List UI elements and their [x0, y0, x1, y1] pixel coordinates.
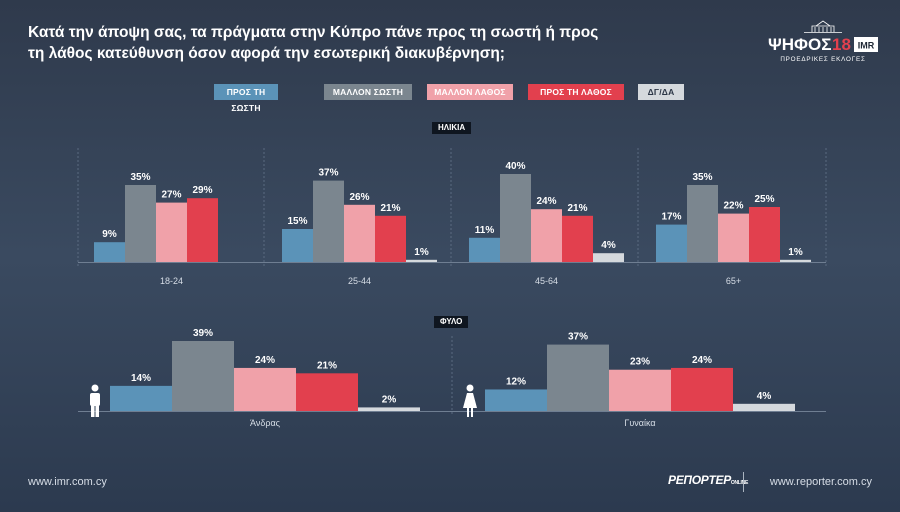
- psifos18-logo: ΨΗΦΟΣ 18 IMR ΠΡΟΕΔΡΙΚΕΣ ΕΚΛΟΓΕΣ: [768, 20, 878, 63]
- data-label: 35%: [130, 172, 150, 183]
- data-label: 2%: [382, 394, 397, 405]
- bar: [562, 215, 593, 262]
- legend-item-mallon-sosti: ΜΑΛΛΟΝ ΣΩΣΤΗ: [324, 84, 412, 100]
- bar: [593, 253, 624, 262]
- data-label: 27%: [161, 190, 181, 201]
- category-label: Γυναίκα: [624, 418, 655, 428]
- footer-imr-url[interactable]: www.imr.com.cy: [28, 476, 107, 488]
- male-icon: [90, 384, 100, 417]
- female-icon: [463, 384, 477, 417]
- chart-title: Κατά την άποψη σας, τα πράγματα στην Κύπ…: [28, 22, 628, 64]
- bar: [500, 174, 531, 262]
- data-label: 35%: [692, 172, 712, 183]
- data-label: 37%: [568, 332, 588, 343]
- bar: [358, 407, 420, 411]
- title-line-2: τη λάθος κατεύθυνση όσον αφορά την εσωτε…: [28, 45, 505, 62]
- bar: [234, 367, 296, 411]
- logo-subtitle: ΠΡΟΕΔΡΙΚΕΣ ΕΚΛΟΓΕΣ: [780, 56, 865, 63]
- legend-item-mallon-lathos: ΜΑΛΛΟΝ ΛΑΘΟΣ: [427, 84, 513, 100]
- data-label: 39%: [193, 328, 213, 339]
- bar: [718, 213, 749, 262]
- bar: [313, 180, 344, 262]
- title-line-1: Κατά την άποψη σας, τα πράγματα στην Κύπ…: [28, 24, 599, 41]
- category-label: 25-44: [348, 276, 371, 286]
- bar: [375, 215, 406, 262]
- bar: [609, 369, 671, 411]
- category-label: Άνδρας: [250, 418, 281, 428]
- bar: [485, 389, 547, 411]
- data-label: 25%: [754, 194, 774, 205]
- data-label: 11%: [475, 225, 495, 236]
- logo-year: 18: [832, 35, 851, 54]
- data-label: 14%: [131, 373, 151, 384]
- logo-badge: IMR: [858, 41, 875, 51]
- bar: [172, 341, 234, 411]
- data-label: 21%: [567, 203, 587, 214]
- legend-item-dg-da: ΔΓ/ΔΑ: [638, 84, 684, 100]
- data-label: 21%: [317, 360, 337, 371]
- data-label: 1%: [788, 247, 803, 258]
- bar: [94, 242, 125, 262]
- data-label: 4%: [757, 391, 772, 402]
- data-label: 24%: [692, 355, 712, 366]
- bar: [156, 202, 187, 262]
- bar: [749, 207, 780, 262]
- bar: [282, 229, 313, 262]
- bar: [671, 367, 733, 411]
- bar: [547, 344, 609, 411]
- data-label: 21%: [380, 203, 400, 214]
- bar: [187, 198, 218, 262]
- bar: [406, 259, 437, 262]
- section-label-gender: ΦΥΛΟ: [434, 316, 469, 328]
- bar: [656, 224, 687, 262]
- category-label: 45-64: [535, 276, 558, 286]
- bar: [531, 209, 562, 262]
- data-label: 23%: [630, 357, 650, 368]
- bar: [296, 373, 358, 411]
- bar: [733, 403, 795, 411]
- data-label: 15%: [287, 216, 307, 227]
- bar: [125, 185, 156, 262]
- reporter-logo: ΡΕΠΟΡΤΕΡONLINE: [668, 473, 748, 487]
- parliament-icon: [804, 20, 842, 33]
- reporter-logo-text: ΡΕΠΟΡΤΕΡ: [668, 473, 731, 487]
- data-label: 40%: [505, 161, 525, 172]
- category-label: 65+: [726, 276, 741, 286]
- category-label: 18-24: [160, 276, 183, 286]
- data-label: 1%: [414, 247, 429, 258]
- bar: [110, 385, 172, 411]
- footer-divider: [743, 472, 744, 492]
- data-label: 24%: [536, 196, 556, 207]
- bar: [687, 185, 718, 262]
- data-label: 22%: [723, 201, 743, 212]
- data-label: 24%: [255, 355, 275, 366]
- legend-item-pros-ti-lathos: ΠΡΟΣ ΤΗ ΛΑΘΟΣ: [528, 84, 624, 100]
- data-label: 9%: [102, 229, 117, 240]
- data-label: 17%: [661, 212, 681, 223]
- legend-item-pros-ti-sosti: ΠΡΟΣ ΤΗ ΣΩΣΤΗ: [214, 84, 278, 113]
- bar: [344, 204, 375, 262]
- data-label: 26%: [349, 192, 369, 203]
- data-label: 12%: [506, 376, 526, 387]
- bar: [469, 237, 500, 262]
- data-label: 4%: [601, 240, 616, 251]
- bar: [780, 259, 811, 262]
- reporter-logo-suffix: ONLINE: [730, 480, 748, 486]
- footer-reporter-url[interactable]: www.reporter.com.cy: [769, 476, 872, 488]
- data-label: 37%: [318, 168, 338, 179]
- data-label: 29%: [192, 185, 212, 196]
- logo-main: ΨΗΦΟΣ: [768, 35, 831, 54]
- section-label-age: ΗΛΙΚΙΑ: [432, 122, 472, 134]
